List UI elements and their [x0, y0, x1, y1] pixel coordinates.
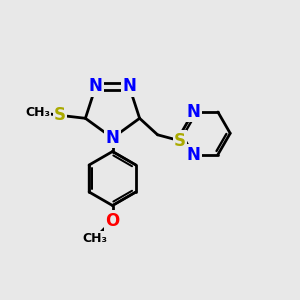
Text: N: N	[89, 77, 103, 95]
Text: CH₃: CH₃	[25, 106, 50, 119]
Text: S: S	[174, 132, 186, 150]
Text: CH₃: CH₃	[82, 232, 107, 245]
Text: N: N	[186, 103, 200, 121]
Text: N: N	[186, 146, 200, 164]
Text: N: N	[122, 77, 136, 95]
Text: S: S	[54, 106, 66, 124]
Text: N: N	[106, 129, 119, 147]
Text: O: O	[105, 212, 120, 230]
